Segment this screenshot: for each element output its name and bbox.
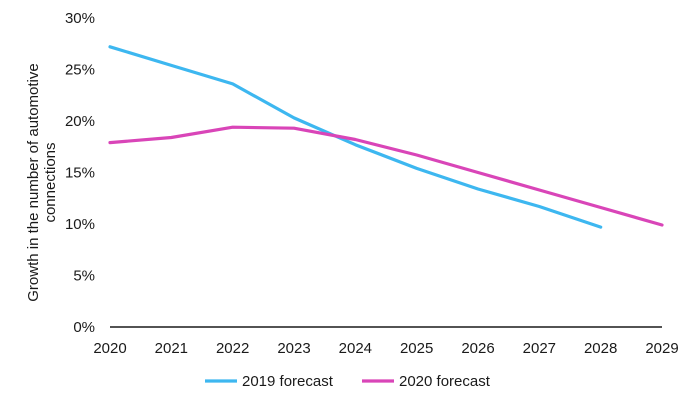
y-tick-label: 0% [73,319,95,336]
x-axis-ticks: 2020 2021 2022 2023 2024 2025 2026 2027 2028 2029 [93,340,678,357]
x-tick-label: 2028 [584,340,617,357]
y-tick-label: 10% [65,216,95,233]
y-tick-label: 5% [73,268,95,285]
x-tick-label: 2025 [400,340,433,357]
x-tick-label: 2026 [461,340,494,357]
y-axis-label: Growth in the number of automotive connec… [25,63,59,301]
legend-label: 2020 forecast [399,373,491,390]
y-axis-ticks: 0% 5% 10% 15% 20% 25% 30% [65,10,95,336]
x-tick-label: 2020 [93,340,126,357]
x-tick-label: 2023 [277,340,310,357]
y-tick-label: 30% [65,10,95,27]
x-tick-label: 2027 [523,340,556,357]
y-tick-label: 20% [65,113,95,130]
legend-label: 2019 forecast [242,373,334,390]
y-axis-title-line: connections [42,142,59,222]
y-tick-label: 15% [65,165,95,182]
x-tick-label: 2021 [155,340,188,357]
series-line-2 [108,125,664,227]
x-tick-label: 2024 [339,340,372,357]
series-line-1 [108,45,603,229]
y-axis-title-line: Growth in the number of automotive [25,63,42,301]
y-tick-label: 25% [65,62,95,79]
x-tick-label: 2029 [645,340,678,357]
series-lines [108,45,664,229]
legend: 2019 forecast 2020 forecast [205,373,491,390]
x-tick-label: 2022 [216,340,249,357]
